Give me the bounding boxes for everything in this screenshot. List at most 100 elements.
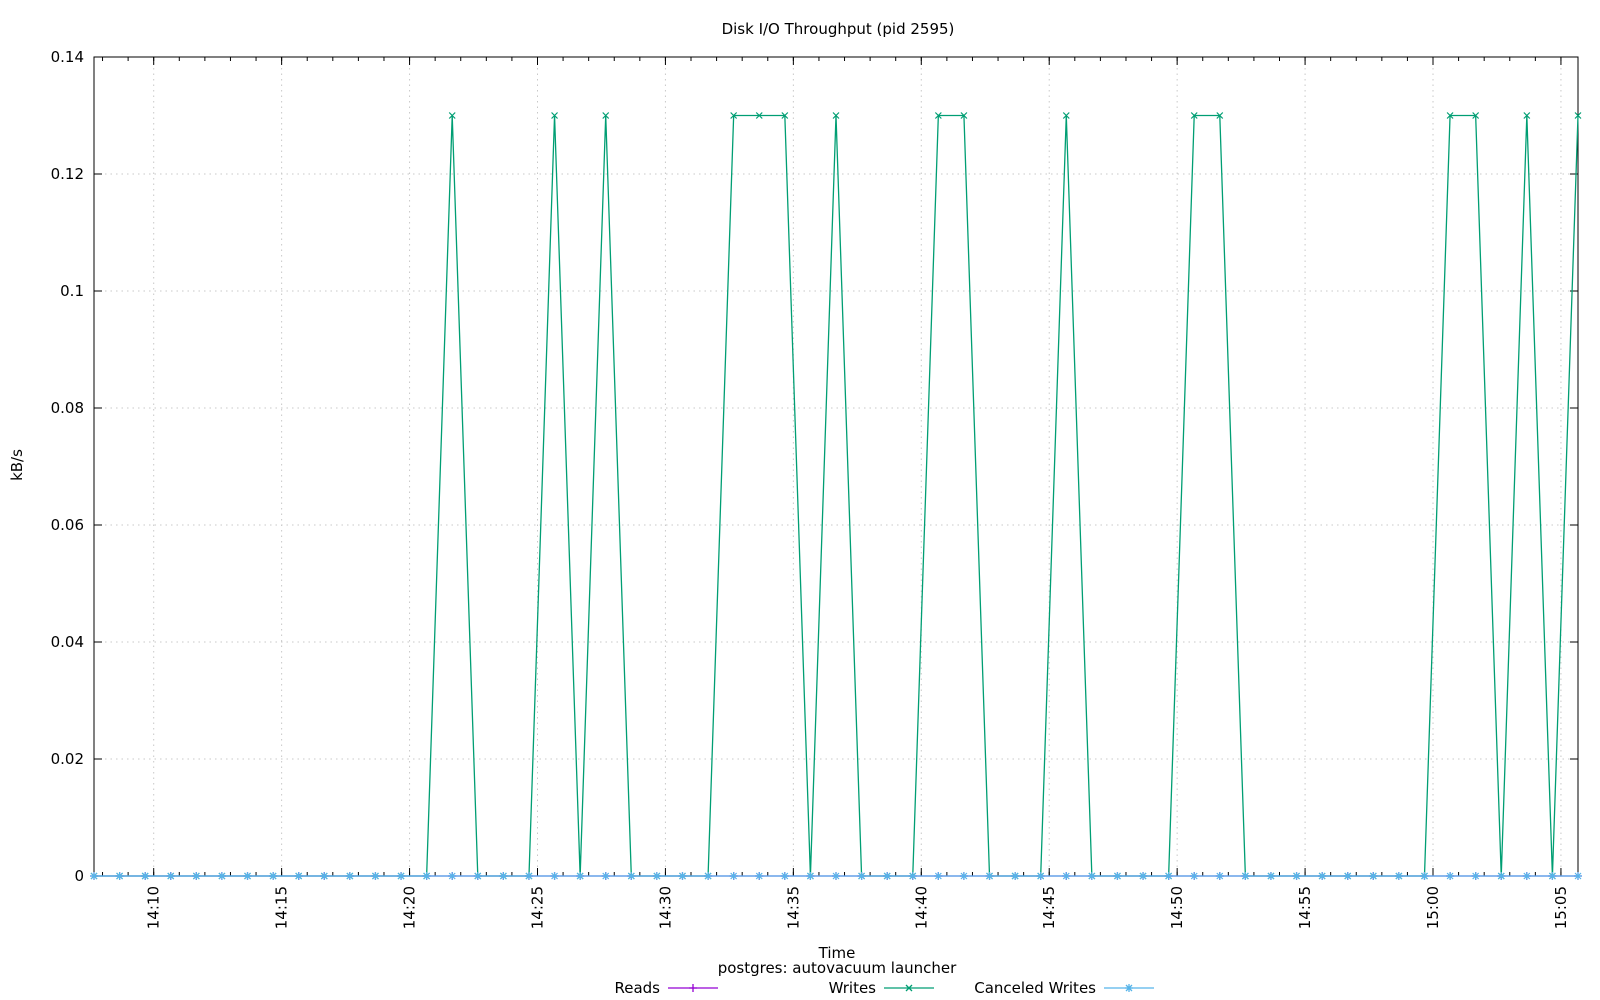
- y-tick-label: 0.08: [51, 399, 84, 417]
- data-point-canceled-writes: [806, 872, 815, 880]
- data-point-canceled-writes: [601, 872, 610, 880]
- x-tick-label: 14:40: [912, 886, 930, 929]
- y-tick-label: 0.06: [51, 516, 84, 534]
- data-point-canceled-writes: [1062, 872, 1071, 880]
- x-tick-label: 14:45: [1040, 886, 1058, 929]
- data-point-canceled-writes: [294, 872, 303, 880]
- y-axis-label: kB/s: [8, 449, 26, 481]
- y-tick-label: 0.04: [51, 633, 84, 651]
- data-point-canceled-writes: [780, 872, 789, 880]
- legend-marker-writes: [905, 984, 913, 992]
- data-point-canceled-writes: [1420, 872, 1429, 880]
- x-tick-label: 14:25: [528, 886, 546, 929]
- data-point-canceled-writes: [1574, 872, 1582, 880]
- data-point-writes: [1523, 112, 1531, 119]
- data-point-canceled-writes: [1036, 872, 1045, 880]
- data-point-canceled-writes: [985, 872, 994, 880]
- data-point-canceled-writes: [1190, 872, 1199, 880]
- plot-border: [93, 56, 1579, 877]
- data-point-canceled-writes: [1548, 872, 1557, 880]
- data-point-canceled-writes: [1343, 872, 1352, 880]
- data-point-writes: [960, 112, 968, 119]
- data-point-canceled-writes: [1215, 872, 1224, 880]
- x-tick-label: 14:10: [145, 886, 163, 929]
- data-point-writes: [602, 112, 610, 119]
- data-point-canceled-writes: [908, 872, 917, 880]
- data-point-writes: [1446, 112, 1454, 119]
- legend-item-canceled-writes: Canceled Writes: [974, 979, 1154, 997]
- legend-marker-canceled-writes: [1125, 984, 1133, 992]
- x-tick-label: 14:35: [784, 886, 802, 929]
- data-point-writes: [1216, 112, 1224, 119]
- data-point-canceled-writes: [90, 872, 98, 880]
- tick-labels: 0 0.02 0.04 0.06 0.08 0.1 0.12 0.14 14:10 14:15 14…: [51, 48, 1570, 929]
- data-point-canceled-writes: [1446, 872, 1455, 880]
- x-tick-label: 15:05: [1552, 886, 1570, 929]
- data-point-canceled-writes: [627, 872, 636, 880]
- y-tick-label: 0.02: [51, 750, 84, 768]
- data-point-canceled-writes: [524, 872, 533, 880]
- data-point-canceled-writes: [243, 872, 252, 880]
- data-point-canceled-writes: [755, 872, 764, 880]
- data-point-canceled-writes: [1292, 872, 1301, 880]
- data-point-writes: [1574, 112, 1582, 119]
- data-point-canceled-writes: [448, 872, 457, 880]
- data-point-canceled-writes: [1164, 872, 1173, 880]
- data-point-canceled-writes: [1241, 872, 1250, 880]
- legend-marker-reads: [689, 984, 697, 992]
- legend-item-reads: Reads: [614, 979, 718, 997]
- data-point-canceled-writes: [1471, 872, 1480, 880]
- data-point-canceled-writes: [345, 872, 354, 880]
- data-point-writes: [934, 112, 942, 119]
- data-point-canceled-writes: [1266, 872, 1275, 880]
- data-point-canceled-writes: [141, 872, 150, 880]
- legend-label-writes: Writes: [829, 979, 877, 997]
- series-canceled-writes: [90, 872, 1582, 880]
- data-point-writes: [551, 112, 558, 119]
- y-tick-label: 0.12: [51, 165, 84, 183]
- legend-label-reads: Reads: [614, 979, 660, 997]
- legend-item-writes: Writes: [829, 979, 934, 997]
- x-axis-label: Time: [818, 944, 856, 962]
- data-point-canceled-writes: [1113, 872, 1122, 880]
- data-point-canceled-writes: [678, 872, 687, 880]
- data-point-canceled-writes: [883, 872, 892, 880]
- data-point-canceled-writes: [1522, 872, 1531, 880]
- x-tick-label: 14:50: [1168, 886, 1186, 929]
- data-point-writes: [1472, 112, 1480, 119]
- data-point-canceled-writes: [704, 872, 713, 880]
- data-point-canceled-writes: [115, 872, 124, 880]
- data-point-canceled-writes: [473, 872, 482, 880]
- data-point-canceled-writes: [652, 872, 661, 880]
- axes: [93, 56, 1579, 877]
- x-tick-label: 14:20: [401, 886, 419, 929]
- data-point-canceled-writes: [192, 872, 201, 880]
- data-point-canceled-writes: [729, 872, 738, 880]
- chart-title: Disk I/O Throughput (pid 2595): [722, 20, 955, 38]
- data-point-canceled-writes: [422, 872, 431, 880]
- data-point-canceled-writes: [832, 872, 840, 880]
- data-point-canceled-writes: [857, 872, 866, 880]
- series-writes: [90, 112, 1582, 880]
- data-point-canceled-writes: [397, 872, 406, 880]
- data-point-canceled-writes: [166, 872, 175, 880]
- data-point-canceled-writes: [550, 872, 559, 880]
- data-point-writes: [755, 112, 763, 119]
- grid: [94, 56, 1578, 876]
- data-point-canceled-writes: [1139, 872, 1148, 880]
- data-point-canceled-writes: [217, 872, 226, 880]
- y-tick-label: 0.14: [51, 48, 84, 66]
- data-point-canceled-writes: [1369, 872, 1378, 880]
- data-point-writes: [1190, 112, 1198, 119]
- data-point-canceled-writes: [959, 872, 968, 880]
- legend-label-canceled-writes: Canceled Writes: [974, 979, 1096, 997]
- x-tick-label: 14:15: [273, 886, 291, 929]
- data-point-canceled-writes: [269, 872, 278, 880]
- data-point-canceled-writes: [576, 872, 585, 880]
- series-line-writes: [94, 114, 1579, 877]
- data-point-canceled-writes: [320, 872, 329, 880]
- data-point-writes: [832, 112, 840, 119]
- chart-subtitle: postgres: autovacuum launcher: [718, 959, 957, 977]
- data-point-writes: [730, 112, 738, 119]
